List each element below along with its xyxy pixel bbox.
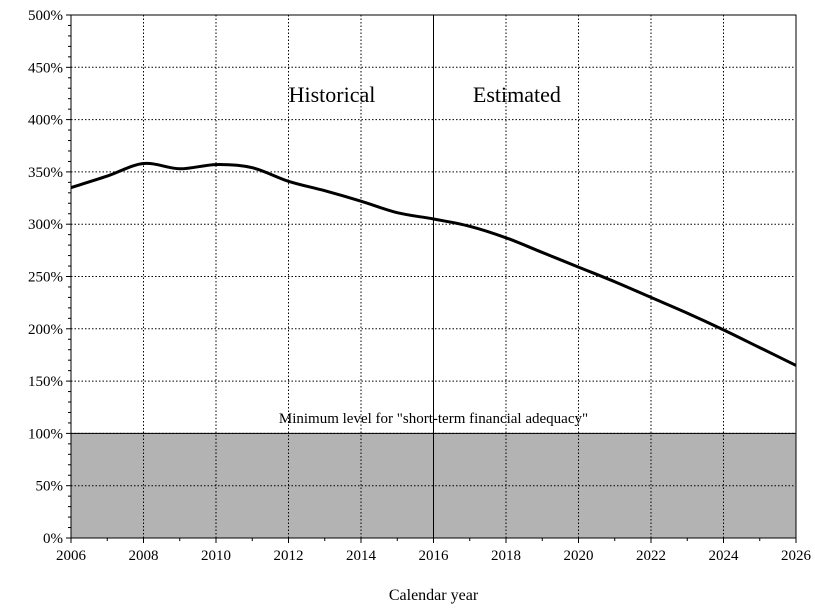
threshold-label: Minimum level for "short-term financial … <box>279 411 588 427</box>
x-tick-label: 2012 <box>274 548 304 564</box>
y-tick-label: 300% <box>28 217 63 233</box>
x-tick-label: 2016 <box>419 548 450 564</box>
y-tick-label: 500% <box>28 8 63 24</box>
historical-label: Historical <box>289 82 376 107</box>
x-tick-label: 2022 <box>636 548 666 564</box>
tick-marks <box>66 14 797 543</box>
y-tick-label: 450% <box>28 60 63 76</box>
x-tick-label: 2006 <box>56 548 87 564</box>
y-tick-label: 350% <box>28 165 63 181</box>
x-tick-label: 2008 <box>129 548 159 564</box>
y-tick-label: 200% <box>28 322 63 338</box>
y-axis-labels: 0% 50% 100% 150% 200% 250% 300% 350% 400% 450% 500… <box>28 8 63 547</box>
x-tick-label: 2020 <box>564 548 594 564</box>
y-tick-label: 50% <box>36 479 64 495</box>
series-line <box>70 161 797 367</box>
x-tick-label: 2014 <box>346 548 377 564</box>
x-axis-labels: 2006 2008 2010 2012 2014 2016 2018 2020 2022 2024… <box>56 548 812 564</box>
x-tick-label: 2026 <box>781 548 812 564</box>
y-tick-label: 250% <box>28 270 63 286</box>
y-tick-label: 0% <box>43 531 63 547</box>
estimated-label: Estimated <box>473 82 561 107</box>
y-tick-label: 150% <box>28 374 63 390</box>
x-axis-title: Calendar year <box>389 587 479 604</box>
x-tick-label: 2018 <box>491 548 521 564</box>
y-tick-label: 400% <box>28 113 63 129</box>
x-tick-label: 2024 <box>709 548 740 564</box>
x-tick-label: 2010 <box>201 548 231 564</box>
y-tick-label: 100% <box>28 426 63 442</box>
